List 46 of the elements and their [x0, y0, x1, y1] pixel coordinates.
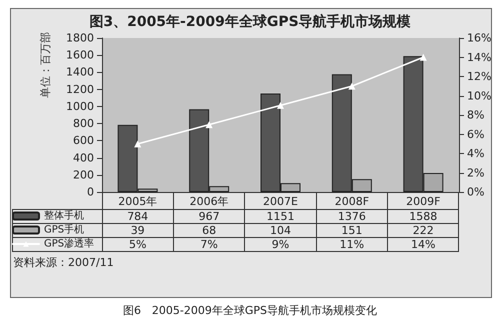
x-tick-label: 2008F	[334, 195, 370, 208]
legend-label: GPS渗透率	[44, 238, 94, 250]
y-tick-label: 1400	[66, 66, 94, 79]
y-tick-label: 0	[87, 186, 94, 198]
data-label: 7%	[173, 238, 245, 252]
data-label: 1376	[316, 210, 388, 224]
caption: 图6 2005-2009年全球GPS导航手机市场规模变化	[122, 303, 378, 318]
y2-tick-label: 10%	[467, 89, 492, 102]
legend-label: 整体手机	[44, 210, 84, 222]
data-label: 9%	[244, 238, 316, 252]
y-tick-label: 600	[73, 134, 94, 148]
x-tick-label: 2006年	[190, 195, 229, 208]
x-tick-label: 2005年	[118, 195, 158, 208]
data-label: 151	[316, 224, 388, 238]
x-tick-label: 2009F	[406, 195, 440, 208]
y2-tick-label: 2%	[467, 166, 484, 180]
y-tick-label: 1800	[66, 32, 94, 44]
y-tick-label: 1000	[66, 100, 94, 113]
y-tick-label: 200	[73, 168, 94, 182]
y2-tick-label: 14%	[467, 50, 492, 64]
data-label: 1588	[388, 210, 459, 224]
y2-tick-label: 8%	[467, 108, 484, 122]
y2-tick-label: 12%	[467, 70, 492, 83]
data-label: 222	[388, 224, 459, 238]
y-tick-label: 800	[73, 117, 94, 130]
y2-tick-label: 16%	[467, 32, 492, 44]
data-label: 104	[244, 224, 316, 238]
y-tick-label: 400	[73, 151, 94, 164]
data-label: 784	[102, 210, 174, 224]
chart-title: 图3、2005年-2009年全球GPS导航手机市场规模	[89, 13, 412, 30]
data-label: 11%	[316, 238, 388, 252]
data-label: 14%	[388, 238, 459, 252]
data-label: 967	[173, 210, 245, 224]
y-tick-label: 1600	[66, 48, 94, 62]
data-label: 68	[173, 224, 245, 238]
data-label: 39	[102, 224, 174, 238]
y2-tick-label: 4%	[467, 147, 484, 160]
data-label: 5%	[102, 238, 174, 252]
y2-tick-label: 0%	[467, 186, 484, 198]
y-axis-title: 单位：百万部	[39, 32, 52, 98]
legend-label: GPS手机	[44, 224, 84, 236]
y2-tick-label: 6%	[467, 128, 484, 141]
data-label: 1151	[244, 210, 316, 224]
x-tick-label: 2007E	[263, 195, 298, 208]
text: 资料来源：2007/11	[13, 255, 114, 270]
y-tick-label: 1200	[66, 82, 94, 96]
